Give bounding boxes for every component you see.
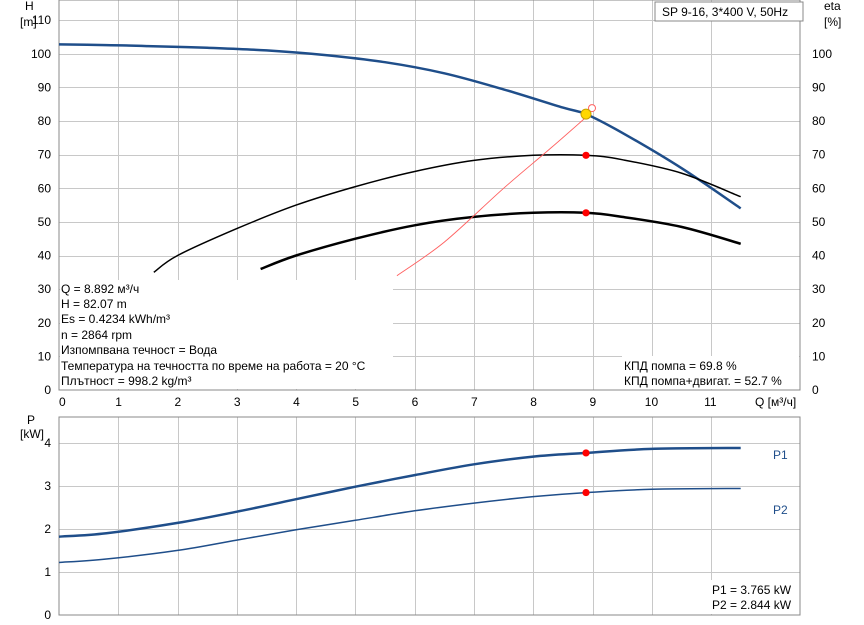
y-tick-label-bottom: 0 [44,608,51,622]
y-tick-label: 110 [32,13,51,27]
y2-tick-label: 80 [812,114,826,128]
y-tick-label: 20 [38,316,52,330]
y2-tick-label: 0 [812,383,819,397]
y-axis-label-bottom: P [27,413,35,427]
series-label-p2: P2 [773,503,788,517]
y2-tick-label: 90 [812,80,826,94]
y-tick-label: 80 [38,114,52,128]
top-series [58,43,742,277]
x-tick-label: 4 [293,395,300,409]
duty-point-marker [580,108,592,120]
y2-tick-label: 40 [812,249,826,263]
y2-axis-unit: [%] [824,15,841,29]
operating-point-marker [582,209,590,217]
x-tick-label: 5 [352,395,359,409]
y-tick-label: 10 [38,349,52,363]
series-line-eta_total [260,211,742,271]
x-tick-label: 9 [590,395,597,409]
y-axis-unit-top: [m] [20,15,37,29]
y2-axis-label: eta [824,0,841,13]
y2-tick-label: 30 [812,282,826,296]
info-box [60,280,393,389]
y2-tick-label: 70 [812,148,826,162]
y2-tick-label: 100 [812,47,832,61]
y-tick-label: 30 [38,282,52,296]
y-tick-label: 70 [38,148,52,162]
x-tick-label: 3 [234,395,241,409]
y-tick-label: 0 [44,383,51,397]
info-line: H = 82.07 m [61,297,127,311]
operating-point-marker [582,151,590,159]
power-line: P2 = 2.844 kW [712,598,792,612]
info-line: Плътност = 998.2 kg/m³ [61,374,191,388]
y-axis-label-top: H [25,0,34,13]
x-tick-label: 1 [115,395,122,409]
y-tick-label: 60 [38,181,52,195]
x-tick-label: 7 [471,395,478,409]
efficiency-box [622,356,799,389]
y2-tick-label: 20 [812,316,826,330]
x-tick-label: 10 [645,395,659,409]
y2-tick-label: 10 [812,349,826,363]
x-tick-label: 2 [175,395,182,409]
series-line-P1 [58,446,741,538]
y-tick-label-bottom: 3 [44,479,51,493]
efficiency-line: КПД помпа+двигат. = 52.7 % [624,374,782,388]
x-tick-label: 11 [704,395,717,409]
info-line: Q = 8.892 м³/ч [61,282,139,296]
bottom-plot-frame [58,416,801,616]
info-line: n = 2864 rpm [61,328,132,342]
power-point-marker [582,449,590,457]
bottom-grid [59,417,800,615]
series-line-system [396,113,590,277]
power-line: P1 = 3.765 kW [712,583,792,597]
series-line-eta_pump [153,153,741,273]
x-tick-label: 6 [412,395,419,409]
info-line: Es = 0.4234 kWh/m³ [61,312,170,326]
series-line-H [58,43,742,210]
info-line: Температура на течността по време на раб… [61,359,366,373]
y-tick-label: 90 [38,80,52,94]
x-axis-label: Q [м³/ч] [755,395,796,409]
axis-ticks: 0 1 2 3 4 5 6 7 8 9 10 1101020304050607080901001100… [31,13,832,622]
x-tick-label: 0 [59,395,66,409]
power-point-marker [582,488,590,497]
y-tick-label-bottom: 1 [44,565,51,579]
chart-title: SP 9-16, 3*400 V, 50Hz [662,5,788,19]
y-tick-label: 100 [31,47,51,61]
bottom-series [58,446,741,564]
series-line-P2 [58,487,741,564]
y2-tick-label: 60 [812,181,826,195]
y-tick-label-bottom: 2 [44,522,51,536]
y-tick-label-bottom: 4 [44,436,51,450]
y-tick-label: 50 [38,215,52,229]
top-plot-frame [58,0,801,391]
y-axis-unit-bottom: [kW] [20,427,44,441]
series-label-p1: P1 [773,448,788,462]
system-endpoint-marker [587,104,596,113]
power-box [709,580,799,614]
efficiency-line: КПД помпа = 69.8 % [624,359,737,373]
y-tick-label: 40 [38,249,52,263]
info-line: Изпомпвана течност = Вода [61,343,217,357]
y2-tick-label: 50 [812,215,826,229]
title-box [654,1,804,22]
x-tick-label: 8 [530,395,537,409]
